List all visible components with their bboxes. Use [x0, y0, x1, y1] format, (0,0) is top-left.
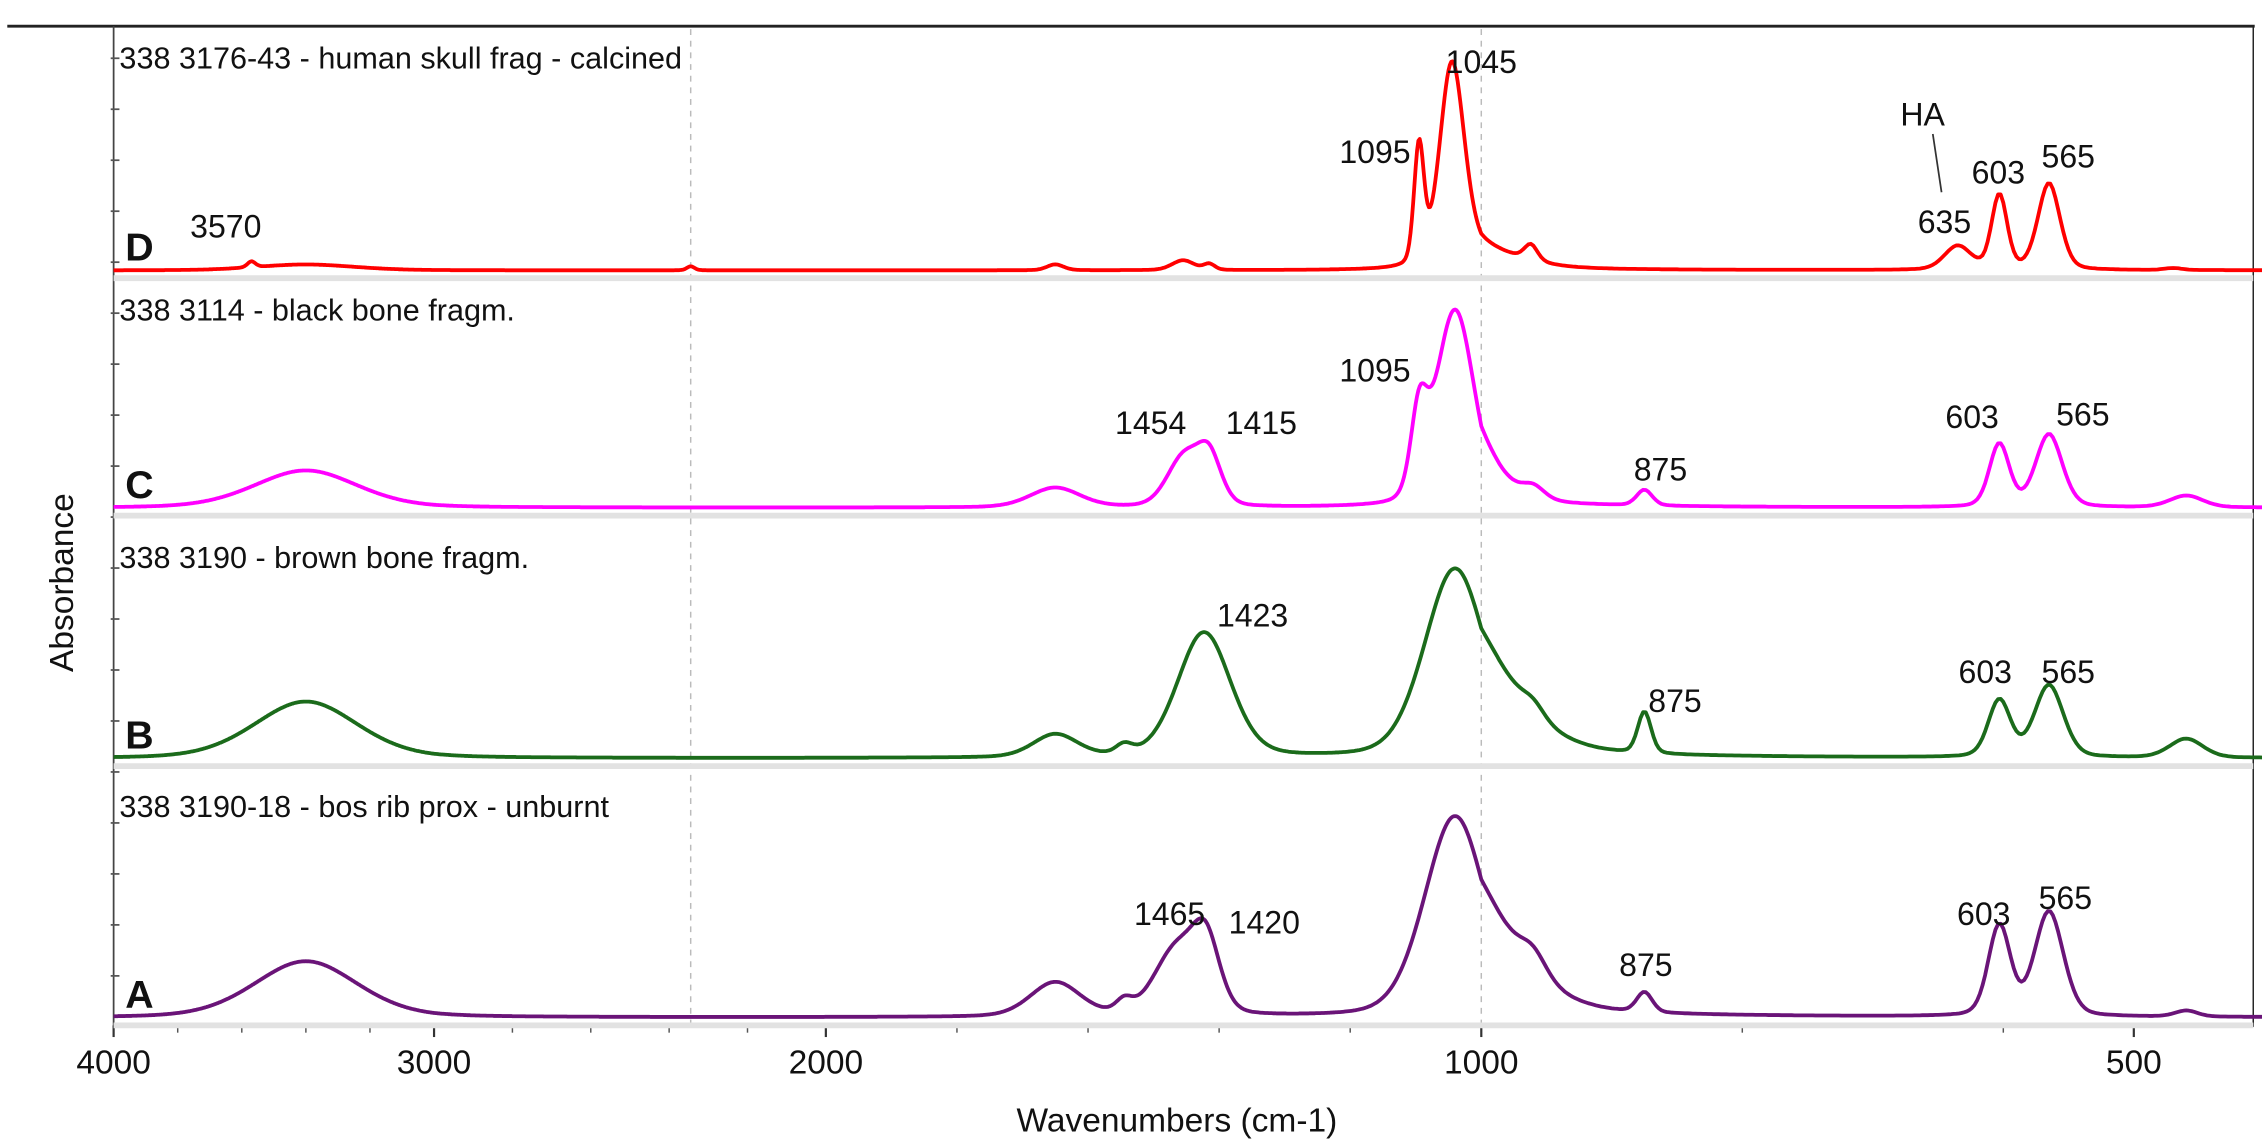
- peak-label: 635: [1918, 204, 1971, 240]
- peak-label: 603: [1957, 896, 2010, 932]
- peak-label: 603: [1959, 654, 2012, 690]
- x-axis-title: Wavenumbers (cm-1): [1016, 1103, 1337, 1139]
- spectrum-panel-b: 338 3190 - brown bone fragm. B 1423 875 603 5…: [112, 541, 2262, 770]
- spectrum-panel-d: 338 3176-43 - human skull frag - calcine…: [112, 41, 2262, 282]
- peak-label: 875: [1648, 683, 1701, 719]
- sample-name: 338 3114 - black bone fragm.: [119, 293, 515, 327]
- panel-letter: C: [125, 463, 153, 507]
- spectrum-panel-c: 338 3114 - black bone fragm. C 1454 1415 109…: [112, 293, 2262, 519]
- peak-label: 565: [2042, 654, 2095, 690]
- peak-label: 875: [1634, 452, 1687, 488]
- peak-label: 875: [1619, 947, 1672, 983]
- peak-label: 1095: [1339, 353, 1410, 389]
- peak-label: HA: [1900, 96, 1945, 132]
- spectrum-line-a: [112, 814, 2262, 1019]
- peak-label: 603: [1972, 155, 2025, 191]
- peak-label: 1420: [1229, 905, 1300, 941]
- peak-label: 1095: [1339, 134, 1410, 170]
- peak-label: 565: [2056, 396, 2109, 432]
- sample-name: 338 3190-18 - bos rib prox - unburnt: [119, 790, 609, 824]
- peak-label: 1465: [1134, 896, 1205, 932]
- ha-pointer-line: [1931, 133, 1943, 193]
- panel-letter: D: [125, 226, 153, 270]
- sample-name: 338 3190 - brown bone fragm.: [119, 541, 529, 575]
- x-tick-label: 2000: [789, 1044, 864, 1081]
- spectrum-panel-a: 338 3190-18 - bos rib prox - unburnt A 146…: [112, 790, 2262, 1029]
- peak-label: 565: [2039, 880, 2092, 916]
- peak-label: 1415: [1226, 405, 1297, 441]
- panel-letter: B: [125, 714, 153, 758]
- x-tick-label: 1000: [1444, 1044, 1519, 1081]
- spectrum-line-b: [112, 566, 2262, 760]
- x-tick-label: 4000: [76, 1044, 151, 1081]
- peak-label: 565: [2042, 139, 2095, 175]
- peak-label: 1454: [1115, 405, 1186, 441]
- x-tick-label: 3000: [397, 1044, 472, 1081]
- x-tick-label: 500: [2106, 1044, 2162, 1081]
- peak-label: 1423: [1217, 597, 1288, 633]
- peak-label: 1045: [1446, 44, 1517, 80]
- y-axis-title: Absorbance: [44, 493, 81, 672]
- panel-letter: A: [125, 973, 153, 1017]
- spectrum-line-c: [112, 307, 2262, 510]
- sample-name: 338 3176-43 - human skull frag - calcine…: [119, 41, 682, 75]
- peak-label: 603: [1945, 399, 1998, 435]
- peak-label: 3570: [190, 208, 261, 244]
- spectrum-line-d: [112, 59, 2262, 273]
